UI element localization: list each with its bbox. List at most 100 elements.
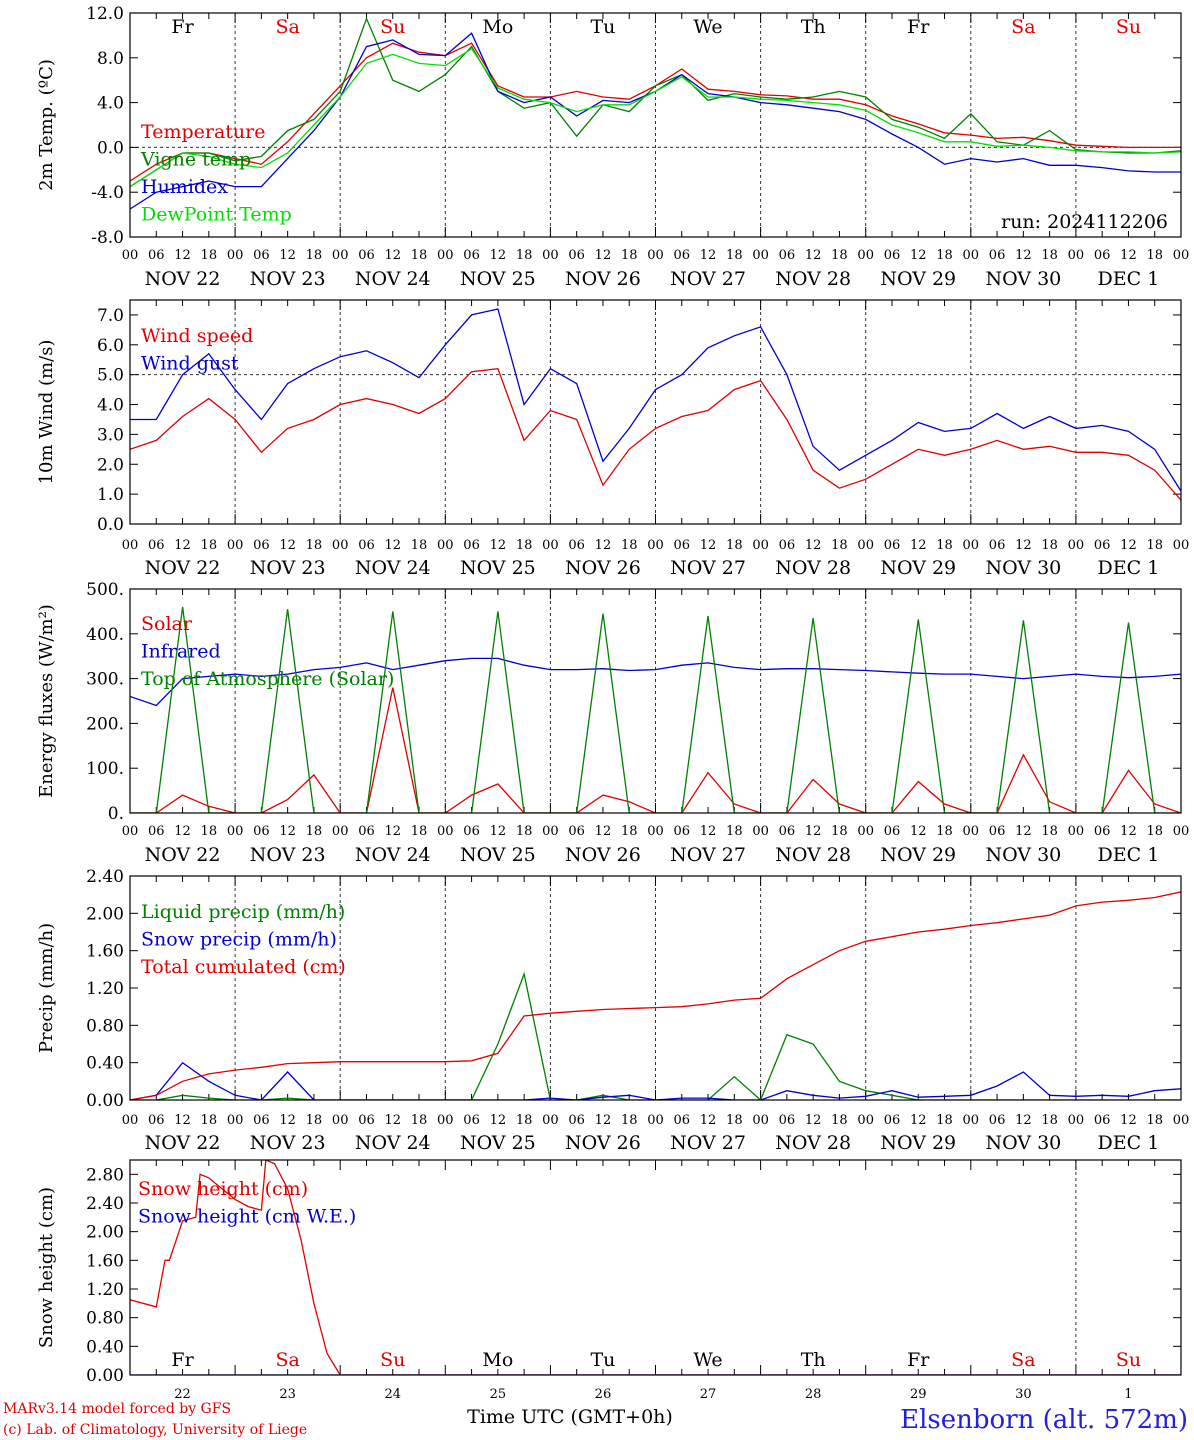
date-label: NOV 30 <box>985 1132 1061 1154</box>
x-tick-label: 00 <box>752 1113 769 1128</box>
date-label: NOV 26 <box>565 268 641 290</box>
x-tick-label: 00 <box>542 824 559 839</box>
x-tick-label: 12 <box>1120 824 1137 839</box>
legend-entry: Vigne temp <box>140 149 251 171</box>
plot-frame <box>129 588 1182 814</box>
x-tick-label: 06 <box>148 538 165 553</box>
x-tick-label: 18 <box>1146 248 1163 263</box>
y-tick-label: -8.0 <box>91 228 124 248</box>
date-label: NOV 30 <box>985 268 1061 290</box>
x-tick-label: 06 <box>253 1113 270 1128</box>
x-tick-label: 12 <box>174 1113 191 1128</box>
x-tick-label: 18 <box>726 248 743 263</box>
x-tick-label: 06 <box>253 538 270 553</box>
x-tick-label: 00 <box>122 824 139 839</box>
date-label: DEC 1 <box>1098 844 1160 866</box>
y-axis-label: 10m Wind (m/s) <box>36 340 57 485</box>
x-tick-label: 06 <box>989 1113 1006 1128</box>
date-label: NOV 28 <box>775 557 851 579</box>
y-tick-label: 0.40 <box>86 1337 124 1357</box>
series-line-2 <box>130 657 1181 707</box>
x-tick-label: 12 <box>595 538 612 553</box>
y-tick-label: 0.00 <box>86 1366 124 1386</box>
x-tick-label: 06 <box>463 824 480 839</box>
x-tick-label: 00 <box>647 538 664 553</box>
x-tick-label: 18 <box>621 248 638 263</box>
date-label: NOV 26 <box>565 844 641 866</box>
run-annotation: run: 2024112206 <box>1001 211 1168 233</box>
x-tick-label: 12 <box>384 1113 401 1128</box>
day-name: Su <box>1116 16 1141 38</box>
x-tick-label: 06 <box>358 538 375 553</box>
x-tick-label: 12 <box>595 248 612 263</box>
x-tick-label: 18 <box>201 538 218 553</box>
x-tick-label: 00 <box>227 248 244 263</box>
x-tick-label: 00 <box>122 248 139 263</box>
x-tick-label: 06 <box>779 248 796 263</box>
y-tick-label: 0.0 <box>97 515 124 535</box>
x-tick-label: 18 <box>1041 824 1058 839</box>
day-name: Su <box>1116 1349 1141 1371</box>
x-tick-label: 06 <box>568 248 585 263</box>
x-tick-label: 00 <box>752 538 769 553</box>
y-tick-label: 4.0 <box>97 396 124 416</box>
x-tick-label: 00 <box>963 538 980 553</box>
x-tick-label: 12 <box>490 248 507 263</box>
plot-frame <box>129 299 1182 525</box>
x-tick-label: 18 <box>936 824 953 839</box>
x-tick-label: 12 <box>1015 538 1032 553</box>
x-tick-label: 06 <box>568 1113 585 1128</box>
day-name: Th <box>801 1349 826 1371</box>
x-tick-label: 18 <box>201 824 218 839</box>
legend-entry: Liquid precip (mm/h) <box>141 901 345 923</box>
legend-entry: Infrared <box>141 641 221 663</box>
x-tick-label: 18 <box>831 248 848 263</box>
x-tick-label: 00 <box>1068 824 1085 839</box>
x-tick-label: 12 <box>174 538 191 553</box>
x-tick-label: 18 <box>306 538 323 553</box>
x-tick-label: 06 <box>1094 538 1111 553</box>
x-tick-label: 06 <box>779 1113 796 1128</box>
date-label: NOV 23 <box>250 268 326 290</box>
day-number: 23 <box>279 1387 296 1402</box>
x-tick-label: 00 <box>1068 1113 1085 1128</box>
x-tick-label: 12 <box>700 824 717 839</box>
x-tick-label: 06 <box>779 538 796 553</box>
x-tick-label: 06 <box>674 824 691 839</box>
x-tick-label: 12 <box>595 1113 612 1128</box>
x-tick-label: 12 <box>1120 248 1137 263</box>
day-number: 30 <box>1015 1387 1032 1402</box>
y-tick-label: 1.60 <box>86 942 124 962</box>
x-tick-label: 06 <box>253 824 270 839</box>
x-tick-label: 18 <box>936 1113 953 1128</box>
x-tick-label: 12 <box>805 824 822 839</box>
legend-entry: Snow height (cm) <box>138 1178 308 1200</box>
x-tick-label: 00 <box>437 248 454 263</box>
x-tick-label: 00 <box>963 824 980 839</box>
y-tick-label: 0.00 <box>86 1091 124 1111</box>
x-tick-label: 18 <box>621 1113 638 1128</box>
date-label: NOV 22 <box>145 557 221 579</box>
x-tick-label: 00 <box>1173 248 1190 263</box>
x-tick-label: 00 <box>963 248 980 263</box>
chart-panel-1: -8.0 -4.0 0.0 4.0 8.0 12.0 00 06 12 18 00 06 12 18 00 0… <box>36 4 1189 290</box>
x-tick-label: 18 <box>411 1113 428 1128</box>
x-tick-label: 06 <box>148 1113 165 1128</box>
legend-entry: Wind gust <box>141 353 239 375</box>
series-line-2 <box>130 308 1181 492</box>
x-tick-label: 06 <box>989 248 1006 263</box>
y-tick-label: 3.0 <box>97 425 124 445</box>
x-tick-label: 12 <box>174 824 191 839</box>
day-number: 25 <box>490 1387 507 1402</box>
x-tick-label: 06 <box>989 824 1006 839</box>
x-tick-label: 00 <box>752 248 769 263</box>
legend-entry: Total cumulated (cm) <box>141 956 346 978</box>
x-tick-label: 06 <box>989 538 1006 553</box>
series-line-1 <box>130 971 1181 1100</box>
y-tick-label: 4.0 <box>97 94 124 114</box>
x-tick-label: 06 <box>253 248 270 263</box>
date-label: NOV 29 <box>880 268 956 290</box>
x-tick-label: 00 <box>332 248 349 263</box>
day-number: 22 <box>174 1387 191 1402</box>
y-tick-label: 1.20 <box>86 1280 124 1300</box>
